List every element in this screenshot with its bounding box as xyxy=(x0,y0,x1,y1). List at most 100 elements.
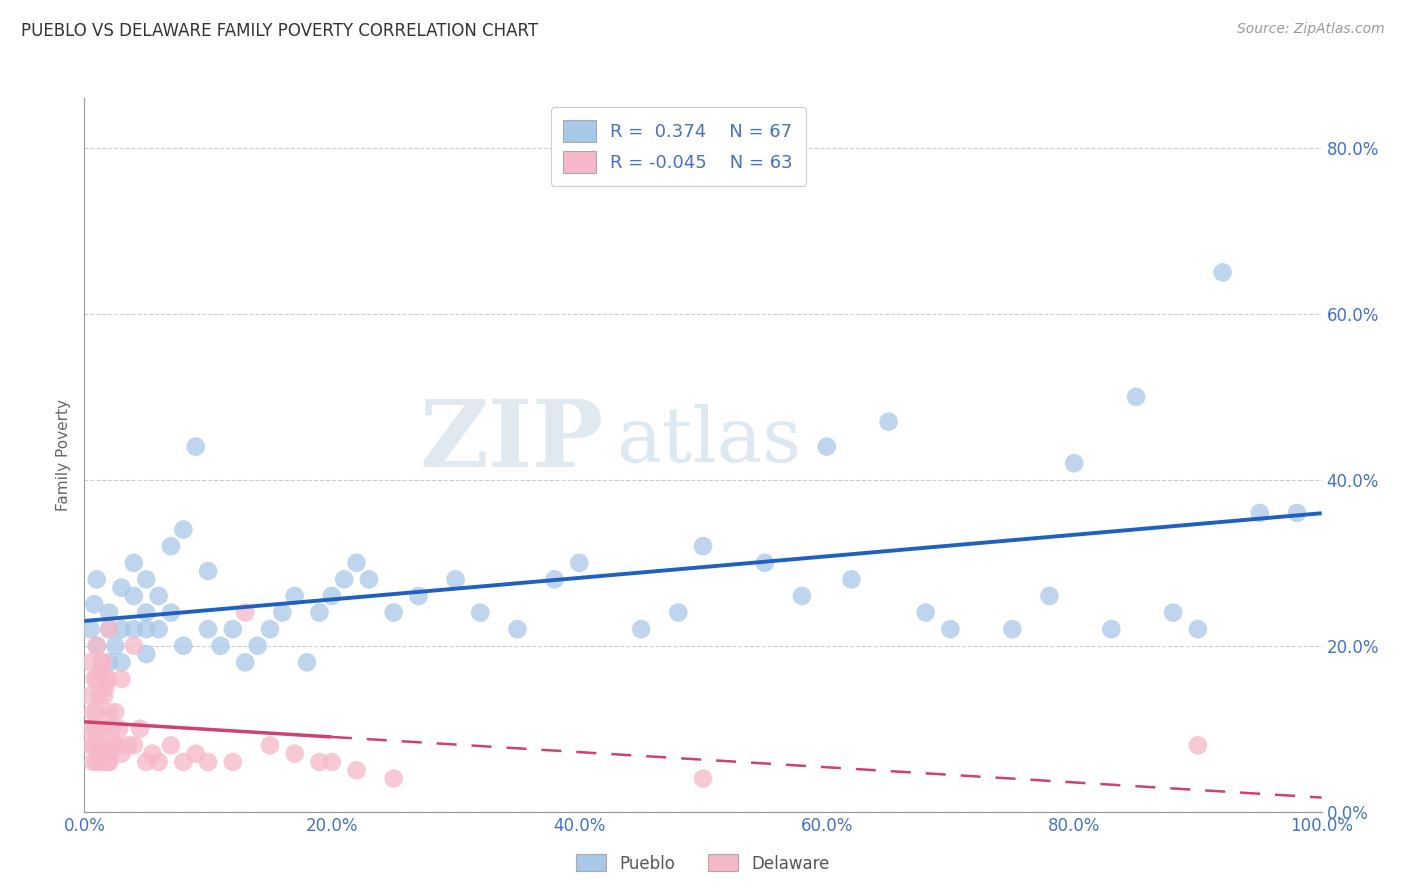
Point xyxy=(86,739,108,753)
Point xyxy=(122,739,145,753)
Point xyxy=(444,573,467,587)
Legend: R =  0.374    N = 67, R = -0.045    N = 63: R = 0.374 N = 67, R = -0.045 N = 63 xyxy=(551,107,806,186)
Point xyxy=(382,606,405,620)
Point xyxy=(83,739,105,753)
Point xyxy=(259,622,281,636)
Point xyxy=(184,747,207,761)
Point xyxy=(939,622,962,636)
Point xyxy=(94,680,117,694)
Point xyxy=(86,639,108,653)
Point xyxy=(97,755,120,769)
Point xyxy=(543,573,565,587)
Point xyxy=(93,739,115,753)
Point xyxy=(815,440,838,454)
Point xyxy=(141,747,163,761)
Point xyxy=(135,755,157,769)
Point xyxy=(90,747,112,761)
Point xyxy=(98,755,121,769)
Point xyxy=(83,597,105,611)
Point xyxy=(122,556,145,570)
Point xyxy=(222,622,245,636)
Point xyxy=(98,747,121,761)
Point xyxy=(96,672,118,686)
Point xyxy=(110,672,132,686)
Point xyxy=(82,705,104,719)
Point xyxy=(1038,589,1060,603)
Y-axis label: Family Poverty: Family Poverty xyxy=(56,399,72,511)
Point xyxy=(209,639,232,653)
Point xyxy=(506,622,529,636)
Point xyxy=(233,606,256,620)
Point xyxy=(107,739,129,753)
Point xyxy=(148,755,170,769)
Point xyxy=(91,656,114,670)
Point xyxy=(357,573,380,587)
Point xyxy=(197,755,219,769)
Text: PUEBLO VS DELAWARE FAMILY POVERTY CORRELATION CHART: PUEBLO VS DELAWARE FAMILY POVERTY CORREL… xyxy=(21,22,538,40)
Point xyxy=(91,722,114,736)
Point xyxy=(79,622,101,636)
Point xyxy=(246,639,269,653)
Point xyxy=(100,722,122,736)
Point xyxy=(79,656,101,670)
Point xyxy=(841,573,863,587)
Point xyxy=(82,755,104,769)
Point xyxy=(93,689,115,703)
Point xyxy=(284,747,307,761)
Point xyxy=(172,639,194,653)
Point xyxy=(94,747,117,761)
Point xyxy=(222,755,245,769)
Point xyxy=(90,656,112,670)
Point xyxy=(321,589,343,603)
Point xyxy=(135,606,157,620)
Point xyxy=(160,539,183,553)
Point xyxy=(197,564,219,578)
Point xyxy=(117,739,139,753)
Point xyxy=(172,755,194,769)
Point xyxy=(259,739,281,753)
Point xyxy=(104,639,127,653)
Point xyxy=(122,589,145,603)
Point xyxy=(98,622,121,636)
Point xyxy=(1001,622,1024,636)
Point xyxy=(160,739,183,753)
Legend: Pueblo, Delaware: Pueblo, Delaware xyxy=(569,847,837,880)
Point xyxy=(692,772,714,786)
Text: Source: ZipAtlas.com: Source: ZipAtlas.com xyxy=(1237,22,1385,37)
Point xyxy=(104,705,127,719)
Point xyxy=(1187,622,1209,636)
Point xyxy=(89,747,111,761)
Point xyxy=(1161,606,1184,620)
Point xyxy=(308,755,330,769)
Point xyxy=(568,556,591,570)
Point xyxy=(1063,456,1085,470)
Point xyxy=(84,722,107,736)
Point xyxy=(754,556,776,570)
Point xyxy=(98,656,121,670)
Point xyxy=(148,589,170,603)
Point xyxy=(86,705,108,719)
Point xyxy=(295,656,318,670)
Point xyxy=(1099,622,1122,636)
Point xyxy=(630,622,652,636)
Point xyxy=(89,664,111,678)
Point xyxy=(1187,739,1209,753)
Point xyxy=(110,622,132,636)
Point xyxy=(86,672,108,686)
Text: ZIP: ZIP xyxy=(420,396,605,485)
Point xyxy=(83,672,105,686)
Point xyxy=(271,606,294,620)
Point xyxy=(914,606,936,620)
Point xyxy=(122,639,145,653)
Point xyxy=(98,705,121,719)
Point xyxy=(110,656,132,670)
Point xyxy=(408,589,430,603)
Point xyxy=(89,689,111,703)
Point xyxy=(346,763,368,777)
Point xyxy=(86,639,108,653)
Point xyxy=(184,440,207,454)
Point xyxy=(692,539,714,553)
Point xyxy=(110,747,132,761)
Point xyxy=(98,606,121,620)
Point xyxy=(160,606,183,620)
